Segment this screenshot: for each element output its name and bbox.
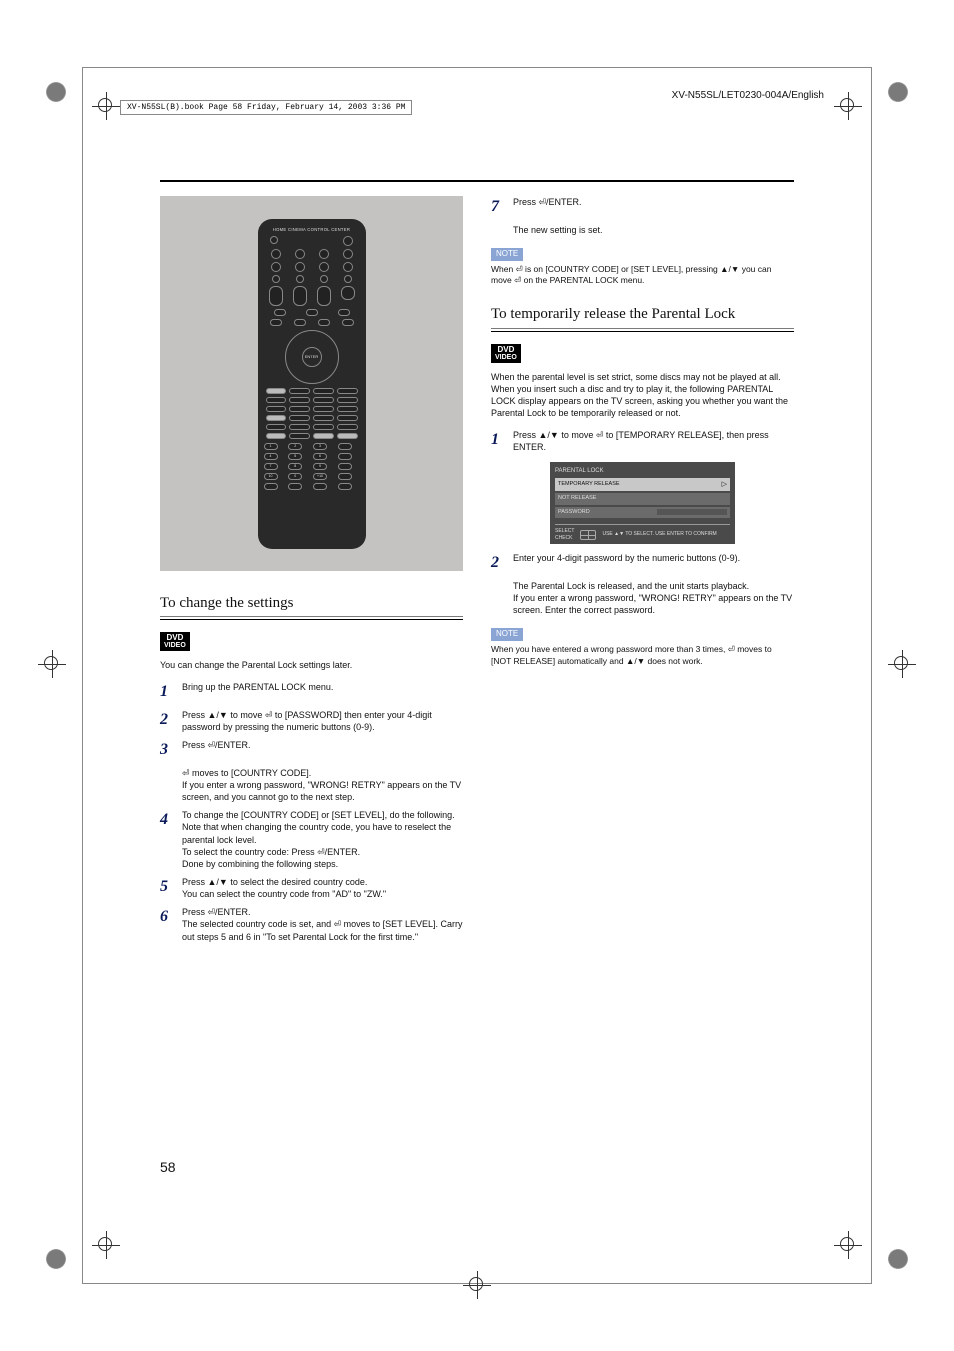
remote-illustration: HOME CINEMA CONTROL CENTER ENTER bbox=[160, 196, 463, 571]
dvd-video-badge: DVDVIDEO bbox=[491, 344, 521, 363]
pointer-icon: ▷ bbox=[722, 480, 727, 489]
divider bbox=[160, 616, 463, 617]
step-item: 1Press ▲/▼ to move ⏎ to [TEMPORARY RELEA… bbox=[491, 429, 794, 453]
divider bbox=[160, 619, 463, 620]
dpad-icon bbox=[580, 530, 596, 540]
osd-row-selected: TEMPORARY RELEASE▷ bbox=[555, 478, 730, 491]
intro-text: You can change the Parental Lock setting… bbox=[160, 659, 463, 671]
doc-id: XV-N55SL/LET0230-004A/English bbox=[672, 90, 824, 101]
regmark-cross-icon bbox=[463, 1271, 491, 1299]
dvd-video-badge: DVDVIDEO bbox=[160, 632, 190, 651]
remote-enter-btn: ENTER bbox=[302, 347, 322, 367]
regmark-icon bbox=[42, 1245, 70, 1273]
step-item: 6Press ⏎/ENTER. The selected country cod… bbox=[160, 906, 463, 942]
osd-row: PASSWORD bbox=[555, 507, 730, 518]
step-sub: The new setting is set. bbox=[491, 224, 794, 236]
page-content: HOME CINEMA CONTROL CENTER ENTER bbox=[160, 180, 794, 1181]
rule-right bbox=[871, 67, 872, 1284]
right-column: 7Press ⏎/ENTER. The new setting is set. … bbox=[491, 196, 794, 949]
top-rule bbox=[160, 180, 794, 182]
note-label: NOTE bbox=[491, 248, 523, 261]
step-sub: The Parental Lock is released, and the u… bbox=[491, 580, 794, 616]
remote-control-icon: HOME CINEMA CONTROL CENTER ENTER bbox=[258, 219, 366, 549]
page-number: 58 bbox=[160, 1159, 176, 1175]
osd-title: PARENTAL LOCK bbox=[555, 467, 730, 475]
file-info-bar: XV-N55SL(B).book Page 58 Friday, Februar… bbox=[120, 100, 412, 115]
remote-title: HOME CINEMA CONTROL CENTER bbox=[264, 227, 360, 233]
divider bbox=[491, 328, 794, 329]
step-item: 2Press ▲/▼ to move ⏎ to [PASSWORD] then … bbox=[160, 709, 463, 733]
rule-top bbox=[82, 67, 872, 68]
regmark-cross-icon bbox=[92, 92, 120, 120]
step-item: 7Press ⏎/ENTER. bbox=[491, 196, 794, 218]
step-item: 4To change the [COUNTRY CODE] or [SET LE… bbox=[160, 809, 463, 870]
step-item: 3Press ⏎/ENTER. bbox=[160, 739, 463, 761]
note-label: NOTE bbox=[491, 628, 523, 641]
note-text: When you have entered a wrong password m… bbox=[491, 644, 794, 667]
remote-numpad: 123 456 789 100+10 bbox=[264, 443, 360, 490]
regmark-cross-icon bbox=[92, 1231, 120, 1259]
step-item: 1Bring up the PARENTAL LOCK menu. bbox=[160, 681, 463, 703]
rule-left bbox=[82, 67, 83, 1284]
regmark-cross-icon bbox=[834, 1231, 862, 1259]
step-sub: ⏎ moves to [COUNTRY CODE]. If you enter … bbox=[160, 767, 463, 803]
regmark-icon bbox=[884, 1245, 912, 1273]
intro-text: When the parental level is set strict, s… bbox=[491, 371, 794, 420]
regmark-icon bbox=[884, 78, 912, 106]
step-item: 2Enter your 4-digit password by the nume… bbox=[491, 552, 794, 574]
section-heading: To temporarily release the Parental Lock bbox=[491, 304, 794, 324]
divider bbox=[491, 331, 794, 332]
osd-row: NOT RELEASE bbox=[555, 493, 730, 504]
regmark-cross-icon bbox=[834, 92, 862, 120]
step-item: 5Press ▲/▼ to select the desired country… bbox=[160, 876, 463, 900]
regmark-cross-icon bbox=[38, 650, 66, 678]
note-text: When ⏎ is on [COUNTRY CODE] or [SET LEVE… bbox=[491, 264, 794, 287]
osd-help-bar: SELECT CHECK USE ▲▼ TO SELECT. USE ENTER… bbox=[555, 524, 730, 542]
regmark-icon bbox=[42, 78, 70, 106]
osd-screenshot: PARENTAL LOCK TEMPORARY RELEASE▷ NOT REL… bbox=[550, 462, 735, 545]
regmark-cross-icon bbox=[888, 650, 916, 678]
section-heading: To change the settings bbox=[160, 593, 463, 613]
left-column: HOME CINEMA CONTROL CENTER ENTER bbox=[160, 196, 463, 949]
